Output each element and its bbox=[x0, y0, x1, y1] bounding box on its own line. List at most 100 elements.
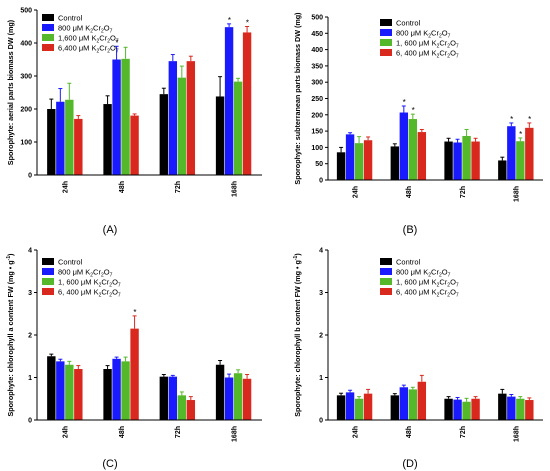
bar-s2-c2 bbox=[112, 358, 121, 420]
significance-marker-1: * bbox=[115, 38, 118, 47]
bar-s1-c1 bbox=[336, 395, 346, 420]
bar-s3-c3 bbox=[177, 77, 187, 175]
significance-marker-2: * bbox=[228, 16, 231, 25]
bar-s3-c1 bbox=[354, 398, 364, 420]
significance-marker-4: * bbox=[519, 130, 522, 139]
bar-s2-c4 bbox=[224, 377, 234, 420]
bar-s2-c2 bbox=[399, 112, 409, 180]
y-tick-label: 100 bbox=[20, 140, 32, 147]
bar-s1-c4 bbox=[215, 364, 225, 420]
y-tick-label: 400 bbox=[311, 47, 323, 54]
y-tick-label: 200 bbox=[20, 107, 32, 114]
legend-label-4: 6,400 μM K2Cr2O7 bbox=[58, 44, 119, 55]
bar-s1-c3 bbox=[444, 141, 453, 180]
y-tick-label: 350 bbox=[311, 63, 323, 70]
bar-s4-c1 bbox=[74, 369, 83, 420]
legend-label-3: 1, 600 μM K2Cr2O7 bbox=[396, 39, 459, 50]
bar-s3-c1 bbox=[65, 99, 74, 175]
bar-s4-c2 bbox=[130, 115, 139, 175]
y-axis-title: Sporophyte: subterranean parts biomass D… bbox=[293, 12, 302, 185]
bar-s1-c1 bbox=[336, 152, 346, 180]
bar-s3-c3 bbox=[177, 395, 187, 420]
bar-s4-c4 bbox=[242, 378, 252, 420]
bar-s3-c1 bbox=[65, 364, 74, 420]
legend-label-2: 800 μM K2Cr2O7 bbox=[396, 268, 451, 279]
legend-swatch-4 bbox=[380, 49, 392, 56]
y-axis-title: Sporophyte: chlorophyll a content FW (mg… bbox=[6, 253, 15, 417]
y-tick-label: 0 bbox=[319, 418, 323, 425]
legend-label-1: Control bbox=[396, 19, 421, 28]
bar-s1-c2 bbox=[103, 104, 112, 175]
bar-s2-c3 bbox=[453, 142, 462, 180]
bar-s4-c4 bbox=[525, 127, 534, 180]
bar-s4-c1 bbox=[74, 118, 83, 175]
x-tick-label: 24h bbox=[352, 426, 359, 438]
legend-swatch-3 bbox=[380, 39, 392, 46]
bar-s1-c2 bbox=[103, 369, 112, 420]
significance-marker-3: * bbox=[246, 19, 249, 28]
x-tick-label: 48h bbox=[406, 186, 413, 198]
bar-s4-c3 bbox=[186, 61, 196, 175]
legend-swatch-1 bbox=[380, 258, 392, 265]
legend-label-4: 6, 400 μM K2Cr2O7 bbox=[396, 288, 459, 299]
legend-label-1: Control bbox=[58, 14, 83, 23]
x-tick-label: 168h bbox=[514, 186, 521, 202]
legend-label-2: 800 μM K2Cr2O7 bbox=[58, 268, 113, 279]
legend-label-4: 6, 400 μM K2Cr2O7 bbox=[396, 49, 459, 60]
bar-s1-c4 bbox=[215, 96, 225, 175]
bar-s4-c1 bbox=[363, 393, 373, 420]
bar-s2-c1 bbox=[345, 392, 355, 420]
significance-marker-1: * bbox=[403, 98, 406, 107]
legend-swatch-2 bbox=[42, 24, 54, 31]
legend-swatch-2 bbox=[380, 268, 392, 275]
bar-s4-c2 bbox=[417, 132, 427, 180]
bar-s4-c4 bbox=[525, 400, 534, 420]
legend-swatch-4 bbox=[380, 288, 392, 295]
bar-s2-c1 bbox=[56, 361, 65, 420]
y-tick-label: 450 bbox=[311, 31, 323, 38]
bar-s2-c3 bbox=[453, 399, 462, 420]
bar-s3-c2 bbox=[121, 58, 130, 176]
legend-label-1: Control bbox=[58, 258, 83, 267]
bar-s4-c4 bbox=[242, 32, 252, 175]
y-tick-label: 200 bbox=[311, 112, 323, 119]
legend-label-2: 800 μM K2Cr2O7 bbox=[58, 24, 113, 35]
legend-label-3: 1, 600 μM K2Cr2O7 bbox=[58, 278, 121, 289]
bar-s3-c1 bbox=[354, 143, 364, 180]
legend-label-3: 1,600 μM K2Cr2O7 bbox=[58, 34, 119, 45]
bar-s3-c4 bbox=[516, 398, 525, 420]
bar-s1-c1 bbox=[47, 356, 56, 420]
bar-s1-c3 bbox=[159, 376, 169, 420]
legend-label-4: 6, 400 μM K2Cr2O7 bbox=[58, 288, 121, 299]
chart-panel-4: 0 1 2 3 4 24h 48h 72h 168h Sporophyte: chlorophyl… bbox=[293, 248, 543, 470]
bar-s3-c2 bbox=[408, 119, 418, 180]
x-tick-label: 24h bbox=[63, 426, 70, 438]
x-tick-label: 72h bbox=[175, 426, 182, 438]
x-tick-label: 48h bbox=[119, 426, 126, 438]
y-tick-label: 400 bbox=[20, 41, 32, 48]
y-tick-label: 100 bbox=[311, 145, 323, 152]
significance-marker-1: * bbox=[133, 308, 136, 317]
panel-label: (D) bbox=[402, 458, 417, 470]
panel-label: (B) bbox=[403, 224, 418, 236]
bar-s3-c2 bbox=[121, 361, 130, 420]
legend-swatch-4 bbox=[42, 288, 54, 295]
legend-swatch-2 bbox=[380, 29, 392, 36]
bar-s3-c4 bbox=[233, 373, 243, 420]
legend-label-3: 1, 600 μM K2Cr2O7 bbox=[396, 278, 459, 289]
bar-s2-c3 bbox=[168, 376, 178, 420]
x-tick-label: 72h bbox=[460, 426, 467, 438]
panel-label: (C) bbox=[102, 458, 117, 470]
x-tick-label: 168h bbox=[231, 181, 238, 197]
bar-s3-c3 bbox=[462, 135, 471, 180]
y-tick-label: 500 bbox=[20, 8, 32, 15]
bar-s1-c3 bbox=[444, 398, 453, 420]
y-tick-label: 3 bbox=[28, 290, 32, 297]
bar-s2-c2 bbox=[399, 387, 409, 420]
bar-s2-c3 bbox=[168, 61, 178, 175]
bar-s2-c1 bbox=[56, 101, 65, 175]
legend-swatch-1 bbox=[42, 258, 54, 265]
